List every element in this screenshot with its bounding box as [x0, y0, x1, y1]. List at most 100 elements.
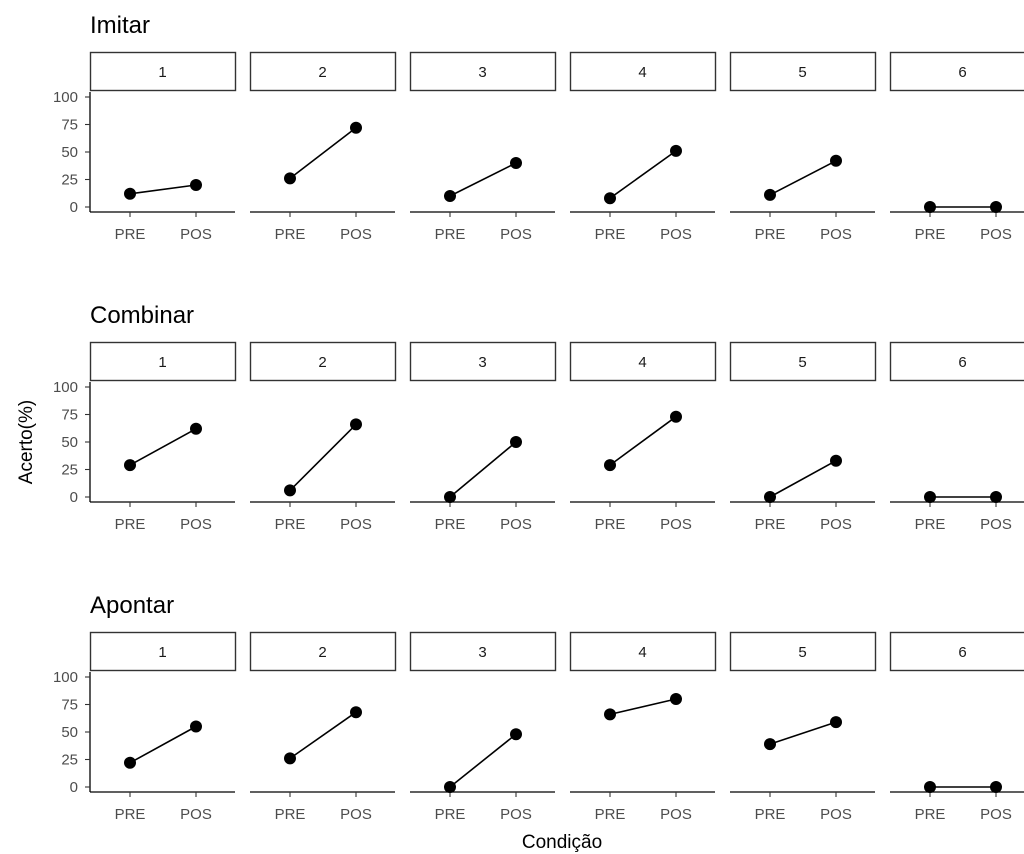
data-point-pos: [990, 491, 1002, 503]
facet-strip-label: 6: [958, 64, 966, 81]
data-point-pre: [284, 484, 296, 497]
y-tick-label: 0: [70, 489, 78, 506]
facet-strip-label: 2: [318, 644, 326, 661]
data-point-pre: [924, 201, 936, 213]
series-line: [609, 150, 677, 199]
facet-row-1: Imitar 0 25 50 75 100 1 PRE POS 2 PRE POS 3 PRE POS 4 PR…: [53, 12, 1024, 243]
facet-panel-6: 6 PRE POS: [889, 51, 1024, 243]
series-line: [609, 416, 677, 466]
y-tick-label: 0: [70, 779, 78, 796]
y-axis-title: Acerto(%): [16, 400, 37, 484]
data-point-pos: [350, 418, 362, 431]
facet-panel-3: 3 PRE POS: [409, 631, 557, 823]
data-point-pos: [670, 693, 682, 705]
series-line: [289, 127, 357, 180]
series-line: [769, 721, 837, 745]
x-tick-label: POS: [820, 516, 852, 533]
data-point-pos: [190, 179, 202, 191]
facet-panel-5: 5 PRE POS: [729, 631, 877, 823]
facet-strip: [409, 51, 557, 92]
y-tick-label: 50: [61, 434, 78, 451]
x-tick-label: POS: [660, 806, 692, 823]
series-line: [129, 428, 197, 466]
y-tick-label: 75: [61, 407, 78, 424]
facet-strip: [569, 631, 717, 672]
facet-panel-3: 3 PRE POS: [409, 341, 557, 533]
y-tick-label: 100: [53, 669, 78, 686]
data-point-pre: [284, 752, 296, 765]
row-title: Apontar: [90, 592, 174, 619]
data-point-pre: [604, 192, 616, 205]
facet-strip: [569, 51, 717, 92]
x-tick-label: PRE: [595, 516, 626, 533]
x-tick-label: PRE: [275, 516, 306, 533]
facet-strip: [889, 51, 1024, 92]
facet-strip-label: 2: [318, 64, 326, 81]
data-point-pre: [284, 172, 296, 185]
data-point-pre: [924, 491, 936, 503]
data-point-pos: [830, 154, 842, 167]
data-point-pos: [190, 720, 202, 733]
facet-strip-label: 6: [958, 644, 966, 661]
x-tick-label: POS: [180, 516, 212, 533]
facet-strip: [89, 341, 237, 382]
y-tick-label: 100: [53, 379, 78, 396]
facet-strip-label: 1: [158, 354, 166, 371]
x-tick-label: PRE: [435, 226, 466, 243]
facet-panel-2: 2 PRE POS: [249, 631, 397, 823]
x-tick-label: PRE: [915, 806, 946, 823]
x-tick-label: POS: [980, 226, 1012, 243]
facet-strip: [249, 631, 397, 672]
data-point-pos: [350, 121, 362, 134]
facet-strip-label: 3: [478, 354, 486, 371]
facet-strip: [729, 51, 877, 92]
facet-panel-4: 4 PRE POS: [569, 341, 717, 533]
facet-strip-label: 3: [478, 644, 486, 661]
data-point-pre: [604, 708, 616, 721]
x-tick-label: POS: [500, 806, 532, 823]
facet-panel-6: 6 PRE POS: [889, 341, 1024, 533]
x-tick-label: POS: [660, 226, 692, 243]
data-point-pre: [124, 459, 136, 472]
facet-strip: [409, 341, 557, 382]
series-line: [769, 459, 837, 498]
series-line: [449, 441, 517, 498]
row-title: Imitar: [90, 12, 150, 39]
facet-strip-label: 1: [158, 64, 166, 81]
data-point-pos: [510, 728, 522, 741]
x-tick-label: PRE: [275, 806, 306, 823]
y-tick-label: 75: [61, 117, 78, 134]
x-tick-label: POS: [980, 806, 1012, 823]
facet-strip-label: 6: [958, 354, 966, 371]
facet-strip: [249, 341, 397, 382]
x-tick-label: POS: [660, 516, 692, 533]
x-tick-label: POS: [340, 516, 372, 533]
facet-panel-5: 5 PRE POS: [729, 341, 877, 533]
data-point-pos: [990, 201, 1002, 213]
series-line: [129, 184, 197, 195]
x-tick-label: PRE: [435, 806, 466, 823]
series-line: [609, 698, 677, 716]
y-tick-label: 50: [61, 144, 78, 161]
data-point-pos: [670, 410, 682, 423]
x-tick-label: PRE: [915, 516, 946, 533]
x-tick-label: PRE: [595, 806, 626, 823]
facet-strip-label: 5: [798, 644, 806, 661]
x-tick-label: POS: [980, 516, 1012, 533]
y-tick-label: 100: [53, 89, 78, 106]
x-tick-label: POS: [500, 516, 532, 533]
facet-strip-label: 5: [798, 64, 806, 81]
facet-strip: [89, 631, 237, 672]
facet-panel-1: 1 PRE POS: [89, 631, 237, 823]
data-point-pre: [764, 491, 776, 503]
facet-strip: [889, 341, 1024, 382]
facet-panel-4: 4 PRE POS: [569, 51, 717, 243]
y-tick-label: 0: [70, 199, 78, 216]
facet-strip-label: 4: [638, 644, 646, 661]
series-line: [289, 423, 357, 491]
y-tick-label: 25: [61, 752, 78, 769]
x-tick-label: POS: [820, 806, 852, 823]
facet-strip: [569, 341, 717, 382]
data-point-pre: [444, 781, 456, 793]
